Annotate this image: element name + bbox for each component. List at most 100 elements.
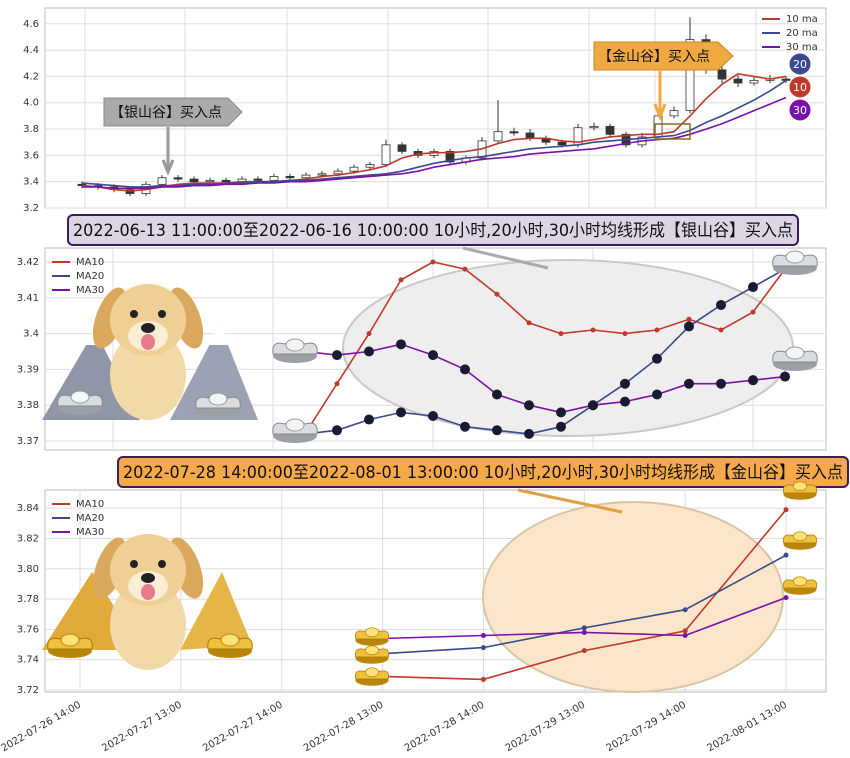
legend-label: 20 ma: [786, 28, 818, 39]
y-tick-label: 3.72: [17, 685, 39, 696]
anno-arrow-box: [103, 97, 243, 127]
point: [364, 346, 374, 357]
legend-label: MA30: [76, 285, 104, 296]
point: [556, 407, 566, 418]
point: [332, 350, 342, 361]
y-tick-label: 4.2: [23, 71, 39, 82]
y-tick-label: 3.78: [17, 594, 39, 605]
candle-body: [525, 132, 535, 139]
point: [524, 428, 534, 439]
point: [682, 628, 688, 634]
x-tick-label: 2022-07-26 14:00: [0, 700, 83, 754]
y-tick-label: 3.84: [17, 503, 39, 514]
point: [526, 320, 532, 326]
y-tick-label: 3.38: [17, 400, 39, 411]
point: [652, 353, 662, 364]
point: [716, 378, 726, 389]
candle-body: [493, 131, 503, 142]
point: [620, 396, 630, 407]
y-tick-label: 3.6: [23, 150, 39, 161]
ma-line: [304, 268, 786, 435]
x-tick-label: 2022-08-01 13:00: [705, 700, 789, 754]
candle-body: [157, 177, 167, 185]
candle-body: [349, 166, 359, 172]
candle-body: [509, 131, 519, 134]
point: [556, 421, 566, 432]
point: [332, 425, 342, 436]
x-tick-label: 2022-07-28 13:00: [302, 700, 386, 754]
point: [524, 400, 534, 411]
y-tick-label: 3.37: [17, 436, 39, 447]
candle-body: [381, 144, 391, 165]
candle-body: [781, 78, 791, 81]
point: [364, 414, 374, 425]
banner-box: [67, 214, 799, 246]
badge-label: 10: [793, 81, 807, 94]
legend-label: 30 ma: [786, 42, 818, 53]
candle-body: [365, 164, 375, 168]
anno-arrow: [161, 127, 175, 176]
candle-body: [717, 69, 727, 80]
point: [430, 259, 436, 265]
highlight-box: [654, 123, 691, 140]
badge: [788, 98, 812, 122]
y-tick-label: 3.42: [17, 257, 39, 268]
point: [654, 327, 660, 333]
y-tick-label: 4.4: [23, 45, 39, 56]
point: [682, 632, 688, 638]
candle-body: [221, 179, 231, 183]
candle-body: [285, 176, 295, 179]
y-tick-label: 3.4: [23, 329, 39, 340]
point: [480, 676, 486, 682]
anno-arrow: [653, 71, 667, 122]
point: [462, 266, 468, 272]
candle-body: [301, 174, 311, 179]
ma-line: [81, 72, 787, 192]
x-tick-label: 2022-07-29 14:00: [605, 700, 689, 754]
banner-title: 2022-06-13 11:00:00至2022-06-16 10:00:00 …: [73, 221, 793, 241]
candle-body: [253, 178, 263, 181]
candle-body: [669, 110, 679, 117]
candle-body: [173, 177, 183, 180]
point: [652, 389, 662, 400]
candle-body: [397, 144, 407, 152]
candle-body: [269, 176, 279, 181]
banner-title: 2022-07-28 14:00:00至2022-08-01 13:00:00 …: [123, 463, 843, 483]
point: [480, 645, 486, 651]
point: [460, 364, 470, 375]
point: [748, 282, 758, 293]
point: [716, 299, 726, 310]
y-tick-label: 3.8: [23, 124, 39, 135]
candle-body: [205, 179, 215, 183]
ma-line: [304, 343, 786, 414]
point: [398, 277, 404, 283]
y-tick-label: 3.2: [23, 203, 39, 214]
point: [588, 400, 598, 411]
pointer: [462, 246, 549, 270]
legend-label: 10 ma: [786, 14, 818, 25]
point: [492, 425, 502, 436]
x-tick-label: 2022-07-27 13:00: [100, 700, 184, 754]
ma-line: [81, 79, 787, 188]
point: [682, 607, 688, 613]
ma-line: [304, 261, 786, 435]
point: [783, 595, 789, 601]
x-tick-label: 2022-07-27 14:00: [201, 700, 285, 754]
x-tick-label: 2022-07-28 14:00: [403, 700, 487, 754]
point: [492, 389, 502, 400]
candle-body: [605, 126, 615, 135]
point: [581, 625, 587, 631]
legend-label: MA10: [76, 499, 104, 510]
y-tick-label: 3.4: [23, 177, 39, 188]
badge: [788, 52, 812, 76]
point: [428, 410, 438, 421]
point: [783, 552, 789, 558]
legend-label: MA30: [76, 527, 104, 538]
legend-label: MA20: [76, 271, 104, 282]
badge-label: 20: [793, 58, 807, 71]
candle-body: [685, 39, 695, 112]
legend-label: MA20: [76, 513, 104, 524]
y-tick-label: 3.82: [17, 533, 39, 544]
y-tick-label: 3.76: [17, 624, 39, 635]
